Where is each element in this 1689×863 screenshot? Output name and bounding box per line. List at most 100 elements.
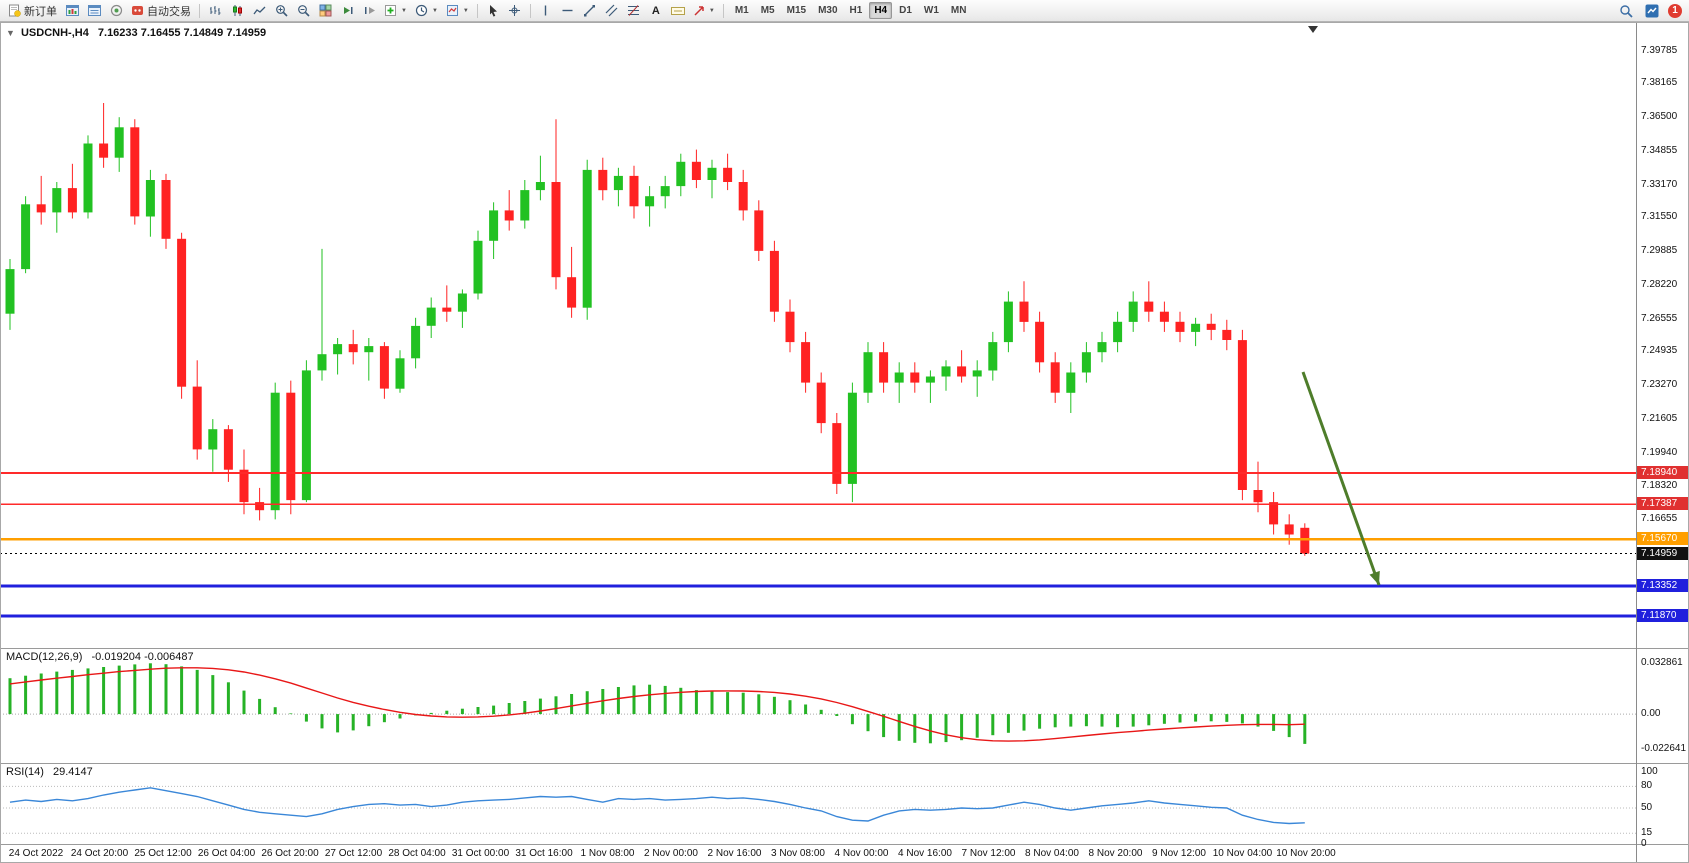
- rsi-tick: 50: [1641, 802, 1653, 813]
- date-axis[interactable]: 24 Oct 2022 24 Oct 20:00 25 Oct 12:00 26 Oc…: [0, 845, 1636, 862]
- candle-body: [5, 269, 15, 314]
- price-label-box: 7.15670: [1637, 532, 1689, 546]
- app-button[interactable]: [1642, 2, 1662, 20]
- date-label: 31 Oct 00:00: [451, 848, 510, 859]
- timeframe-H1[interactable]: H1: [849, 5, 863, 16]
- date-label: 2 Nov 00:00: [644, 848, 698, 859]
- date-label: 9 Nov 12:00: [1152, 848, 1206, 859]
- vertical-line-icon: [540, 4, 551, 17]
- candle-body: [1237, 340, 1247, 490]
- candle-body: [1128, 301, 1138, 322]
- chevron-down-icon: ▼: [462, 7, 469, 14]
- template-icon: [446, 4, 459, 17]
- candle-body: [270, 392, 280, 511]
- bar-chart-button[interactable]: [205, 2, 225, 20]
- chevron-down-icon: ▼: [401, 7, 407, 14]
- trend-arrow[interactable]: [1301, 371, 1381, 586]
- chevron-down-icon: ▼: [431, 7, 438, 14]
- search-button[interactable]: [1616, 2, 1636, 20]
- chart-shift-button[interactable]: [359, 2, 379, 20]
- price-tick: 7.18320: [1641, 479, 1678, 491]
- text-label-button[interactable]: [668, 2, 688, 20]
- macd-name: MACD(12,26,9): [6, 651, 83, 663]
- macd-panel-canvas[interactable]: [0, 649, 1636, 763]
- candle-body: [67, 188, 77, 213]
- app-chart-icon: [1645, 4, 1659, 18]
- periods-button[interactable]: ▼: [412, 2, 441, 20]
- channel-button[interactable]: [602, 2, 622, 20]
- fibonacci-button[interactable]: [624, 2, 644, 20]
- templates-button[interactable]: ▼: [443, 2, 472, 20]
- search-icon: [1619, 4, 1633, 18]
- arrows-tool-button[interactable]: ▼: [690, 2, 718, 20]
- notification-badge[interactable]: 1: [1668, 3, 1682, 18]
- new-order-button[interactable]: 新订单: [5, 2, 60, 20]
- data-window-button[interactable]: [84, 2, 104, 20]
- price-axis[interactable]: 7.39785 7.38165 7.36500 7.34855 7.33170 7.315…: [1637, 0, 1689, 863]
- community-button[interactable]: [106, 2, 126, 20]
- auto-scroll-button[interactable]: [337, 2, 357, 20]
- new-order-icon: [8, 4, 21, 17]
- tile-windows-button[interactable]: [315, 2, 335, 20]
- candle-body: [333, 344, 343, 355]
- date-label: 1 Nov 08:00: [580, 848, 635, 859]
- tile-windows-icon: [319, 4, 332, 17]
- timeframe-M1[interactable]: M1: [734, 5, 749, 16]
- date-label: 25 Oct 12:00: [134, 848, 192, 859]
- panel-separator-dates: [0, 844, 1689, 845]
- date-label: 10 Nov 20:00: [1276, 848, 1336, 859]
- crosshair-button[interactable]: [505, 2, 525, 20]
- text-tool-button[interactable]: A: [646, 2, 666, 20]
- candle-body: [489, 210, 499, 241]
- chart-menu-icon[interactable]: ▼: [6, 28, 15, 38]
- price-axis-separator: [1636, 23, 1637, 862]
- indicators-button[interactable]: ▼: [381, 2, 410, 20]
- candle-body: [551, 182, 561, 278]
- candle-body: [1175, 321, 1185, 332]
- timeframe-M5[interactable]: M5: [760, 5, 775, 16]
- timeframe-M30[interactable]: M30: [818, 5, 838, 16]
- line-chart-button[interactable]: [249, 2, 269, 20]
- candle-body: [1269, 502, 1279, 525]
- chart-symbol-period: USDCNH-,H4: [20, 27, 89, 39]
- date-label: 4 Nov 00:00: [834, 848, 889, 859]
- candle-body: [177, 238, 187, 387]
- autotrading-button[interactable]: 自动交易: [128, 2, 194, 20]
- chart-ohlc-values: 7.16233 7.16455 7.14849 7.14959: [97, 27, 267, 39]
- candle-body: [785, 311, 795, 343]
- trendline-button[interactable]: [580, 2, 600, 20]
- horizontal-line-button[interactable]: [558, 2, 578, 20]
- timeframe-H4[interactable]: H4: [869, 2, 893, 19]
- candle-body: [442, 307, 452, 312]
- date-label: 27 Oct 12:00: [324, 848, 383, 859]
- vertical-line-button[interactable]: [536, 2, 556, 20]
- price-tick: 7.29885: [1641, 245, 1678, 257]
- zoom-out-button[interactable]: [293, 2, 313, 20]
- date-label: 8 Nov 04:00: [1025, 848, 1079, 859]
- panel-separator-rsi[interactable]: [0, 763, 1689, 764]
- cursor-button[interactable]: [483, 2, 503, 20]
- chevron-down-icon: ▼: [708, 7, 715, 14]
- line-chart-icon: [252, 4, 266, 17]
- candle-body: [957, 366, 967, 377]
- candle-body: [223, 429, 233, 470]
- market-watch-button[interactable]: [62, 2, 82, 20]
- candle-body: [192, 386, 202, 450]
- candle-body: [1159, 311, 1169, 322]
- candle-body: [114, 127, 124, 158]
- timeframe-M15[interactable]: M15: [786, 5, 807, 16]
- timeframe-W1[interactable]: W1: [923, 5, 939, 16]
- timeframe-MN[interactable]: MN: [950, 5, 967, 16]
- date-label: 24 Oct 20:00: [70, 848, 129, 859]
- rsi-panel-canvas[interactable]: [0, 764, 1636, 844]
- bar-chart-icon: [209, 4, 222, 17]
- price-label-box: 7.11870: [1637, 609, 1689, 623]
- candle-body: [379, 346, 389, 389]
- zoom-in-button[interactable]: [271, 2, 291, 20]
- price-chart-canvas[interactable]: [0, 24, 1636, 648]
- date-label: 2 Nov 16:00: [707, 848, 762, 859]
- panel-separator-macd[interactable]: [0, 648, 1689, 649]
- timeframe-D1[interactable]: D1: [899, 5, 912, 16]
- candlestick-chart-button[interactable]: [227, 2, 247, 20]
- candle-body: [99, 143, 109, 158]
